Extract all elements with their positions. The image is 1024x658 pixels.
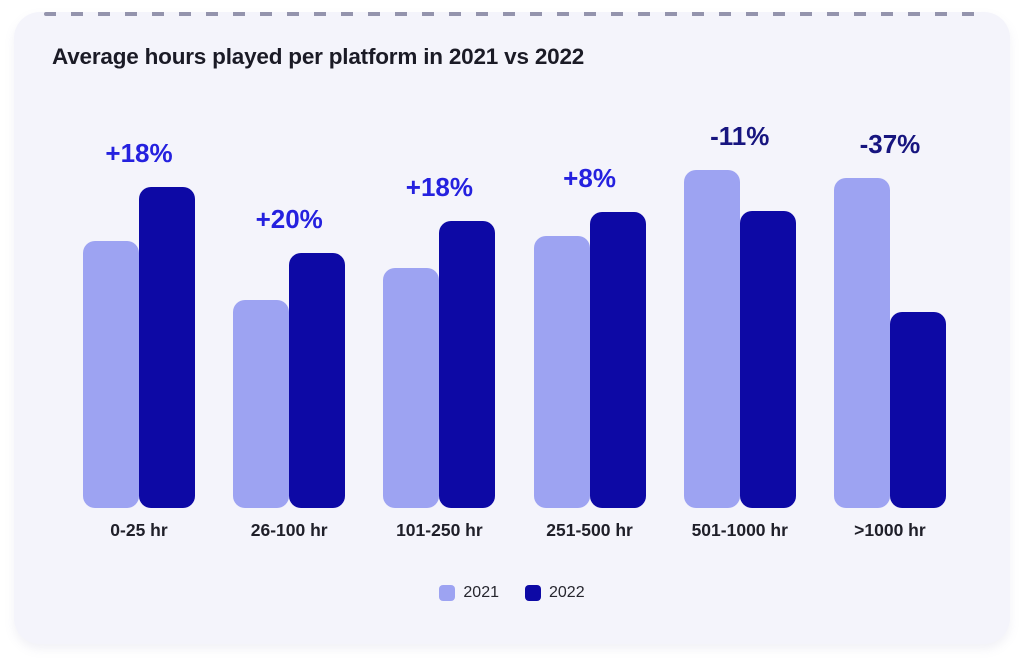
bar-2022: [889, 311, 946, 508]
category-axis: 0-25 hr 26-100 hr 101-250 hr 251-500 hr 501-…: [83, 520, 946, 541]
cropped-text-row: [44, 12, 980, 16]
category-label: 501-1000 hr: [691, 520, 788, 540]
bar-2022: [739, 210, 796, 508]
change-label: -11%: [710, 121, 770, 151]
change-label: +8%: [563, 163, 616, 194]
bar-group-1: +18%: [83, 138, 195, 508]
legend-swatch-2021: [439, 585, 456, 601]
bar-group-4: +8%: [533, 163, 646, 508]
change-label: +18%: [105, 137, 173, 168]
bar-2021: [383, 268, 440, 508]
bar-2022: [139, 186, 195, 508]
legend-label-2022: 2022: [549, 584, 585, 601]
bar-group-2: +20%: [233, 170, 346, 508]
category-label: >1000 hr: [854, 520, 926, 540]
legend: 2021 2022: [14, 584, 1010, 602]
category-label: 26-100 hr: [250, 520, 328, 540]
bar-group-5: -11%: [683, 121, 796, 508]
change-label: -37%: [859, 129, 921, 160]
legend-item-2022: 2022: [525, 584, 585, 602]
bar-chart: +18% +20% +18% +8% -11% -37%: [83, 121, 946, 508]
bar-2021: [833, 178, 890, 508]
legend-label-2021: 2021: [463, 584, 499, 601]
bar-2021: [533, 235, 590, 508]
bar-2022: [439, 220, 496, 508]
change-label: +18%: [405, 171, 473, 202]
bar-group-3: +18%: [383, 170, 496, 508]
chart-card: Average hours played per platform in 202…: [14, 12, 1010, 644]
category-label: 101-250 hr: [396, 520, 483, 540]
chart-title: Average hours played per platform in 202…: [52, 44, 585, 69]
change-label: +20%: [255, 203, 323, 234]
bar-2021: [683, 170, 740, 508]
bar-2021: [233, 300, 290, 508]
category-label: 251-500 hr: [546, 520, 633, 540]
bar-2022: [589, 212, 646, 508]
legend-item-2021: 2021: [439, 584, 499, 602]
category-label: 0-25 hr: [110, 520, 168, 540]
bar-group-6: -37%: [833, 129, 946, 508]
legend-swatch-2022: [525, 585, 541, 601]
bar-2021: [83, 240, 139, 508]
bar-2022: [289, 252, 346, 508]
